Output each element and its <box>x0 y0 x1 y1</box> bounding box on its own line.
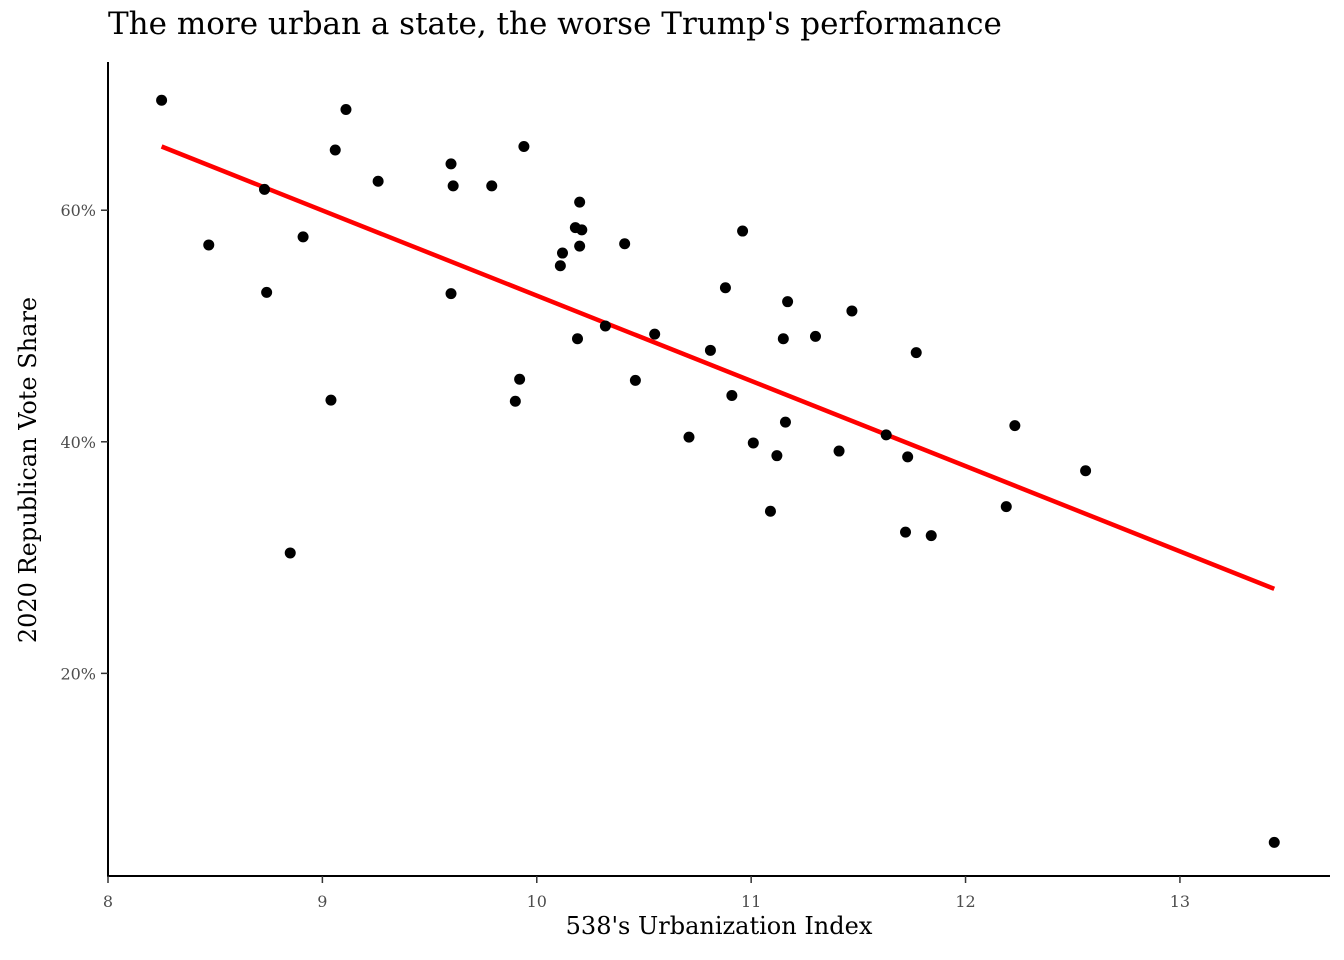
data-point <box>446 288 457 299</box>
data-point <box>259 184 270 195</box>
data-point <box>846 305 857 316</box>
data-point <box>557 248 568 259</box>
data-point <box>285 547 296 558</box>
data-point <box>574 197 585 208</box>
x-tick-label: 11 <box>741 892 761 911</box>
data-point <box>555 260 566 271</box>
data-point <box>902 451 913 462</box>
data-point <box>203 239 214 250</box>
data-point <box>778 333 789 344</box>
data-point <box>881 429 892 440</box>
y-tick-label: 60% <box>60 201 96 220</box>
data-point <box>780 417 791 428</box>
x-tick-label: 12 <box>955 892 975 911</box>
data-point <box>926 530 937 541</box>
data-point <box>572 333 583 344</box>
data-point <box>510 396 521 407</box>
data-point <box>600 321 611 332</box>
data-point <box>1080 465 1091 476</box>
data-point <box>576 224 587 235</box>
data-point <box>683 432 694 443</box>
data-point <box>574 241 585 252</box>
data-point <box>514 374 525 385</box>
data-point <box>1269 837 1280 848</box>
data-point <box>737 226 748 237</box>
data-point <box>340 104 351 115</box>
data-point <box>325 395 336 406</box>
data-point <box>630 375 641 386</box>
data-point <box>720 282 731 293</box>
data-point <box>448 180 459 191</box>
y-tick-label: 40% <box>60 433 96 452</box>
trend-layer <box>162 147 1275 589</box>
data-point <box>330 145 341 156</box>
data-point <box>518 141 529 152</box>
data-point <box>261 287 272 298</box>
data-point <box>298 231 309 242</box>
data-point <box>900 527 911 538</box>
y-tick-label: 20% <box>60 664 96 683</box>
data-point <box>911 347 922 358</box>
data-point <box>373 176 384 187</box>
x-tick-label: 13 <box>1170 892 1190 911</box>
data-point <box>1001 501 1012 512</box>
axes: 8 9 10 11 12 13 20% 40% 60% <box>60 62 1330 911</box>
data-point <box>156 95 167 106</box>
data-point <box>649 329 660 340</box>
data-point <box>765 506 776 517</box>
data-point <box>619 238 630 249</box>
data-point <box>771 450 782 461</box>
x-tick-label: 10 <box>527 892 547 911</box>
data-point <box>726 390 737 401</box>
data-point <box>834 446 845 457</box>
points-layer <box>156 95 1280 848</box>
data-point <box>705 345 716 356</box>
data-point <box>446 158 457 169</box>
data-point <box>810 331 821 342</box>
data-point <box>748 437 759 448</box>
x-tick-label: 9 <box>317 892 327 911</box>
trend-line <box>162 147 1275 589</box>
x-tick-label: 8 <box>103 892 113 911</box>
data-point <box>486 180 497 191</box>
data-point <box>782 296 793 307</box>
data-point <box>1009 420 1020 431</box>
